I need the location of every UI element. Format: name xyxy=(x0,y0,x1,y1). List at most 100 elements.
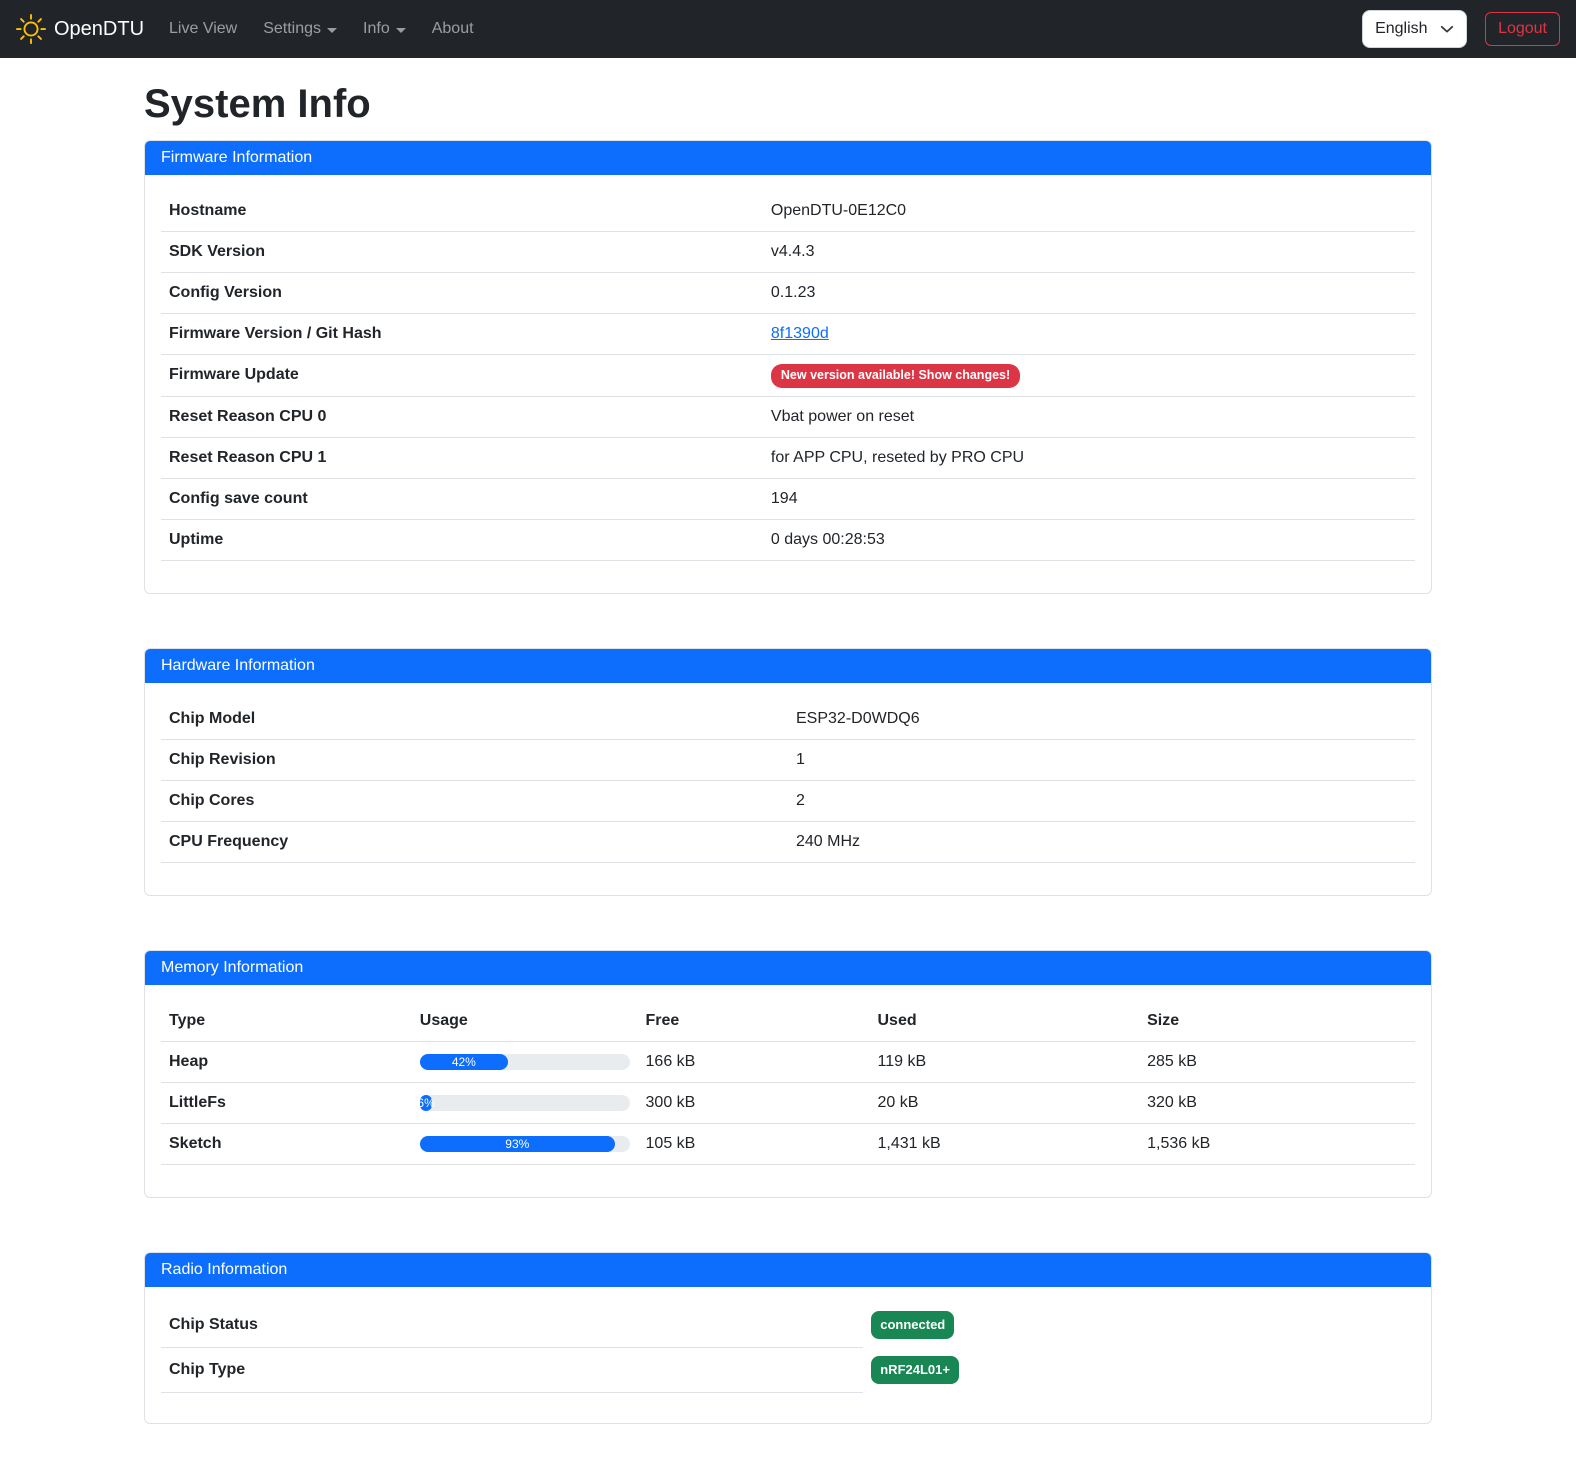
logout-button[interactable]: Logout xyxy=(1485,12,1560,46)
row-label: Sketch xyxy=(161,1123,412,1165)
firmware-information-card: Firmware Information Hostname OpenDTU-0E… xyxy=(144,140,1432,594)
table-row-littlefs: LittleFs 6% 300 kB 20 kB 320 kB xyxy=(161,1082,1415,1124)
nav-links: Live View Settings Info About xyxy=(156,12,487,46)
radio-information-card: Radio Information Chip Status connected … xyxy=(144,1251,1432,1424)
row-value: 0.1.23 xyxy=(762,272,1415,314)
used-value: 20 kB xyxy=(869,1082,1140,1124)
radio-table: Chip Status connected Chip Type nRF24L01… xyxy=(161,1302,1415,1393)
table-row-git-hash: Firmware Version / Git Hash 8f1390d xyxy=(161,313,1415,355)
row-label: Config Version xyxy=(161,272,763,314)
brand-link[interactable]: OpenDTU xyxy=(16,14,144,44)
page-title: System Info xyxy=(144,82,371,126)
nav-item-live-view[interactable]: Live View xyxy=(156,12,250,46)
used-value: 119 kB xyxy=(869,1041,1140,1083)
usage-cell: 93% xyxy=(411,1123,638,1165)
row-label: Chip Model xyxy=(161,698,788,740)
row-value: 240 MHz xyxy=(788,821,1415,863)
table-row-sketch: Sketch 93% 105 kB 1,431 kB 1,536 kB xyxy=(161,1123,1415,1165)
table-row-sdk-version: SDK Version v4.4.3 xyxy=(161,231,1415,273)
column-header-size: Size xyxy=(1139,1000,1415,1042)
row-label: SDK Version xyxy=(161,231,763,273)
card-header-firmware: Firmware Information xyxy=(145,141,1431,175)
row-value: v4.4.3 xyxy=(762,231,1415,273)
row-label: LittleFs xyxy=(161,1082,412,1124)
row-label: Heap xyxy=(161,1041,412,1083)
row-value: ESP32-D0WDQ6 xyxy=(788,698,1415,740)
card-body-memory: Type Usage Free Used Size Heap 42% xyxy=(145,985,1431,1197)
row-value: connected xyxy=(863,1303,1415,1348)
brand-label: OpenDTU xyxy=(54,17,145,40)
table-row-chip-status: Chip Status connected xyxy=(161,1302,1415,1348)
new-version-badge[interactable]: New version available! Show changes! xyxy=(770,364,1021,388)
table-row-chip-model: Chip Model ESP32-D0WDQ6 xyxy=(161,698,1415,740)
firmware-table: Hostname OpenDTU-0E12C0 SDK Version v4.4… xyxy=(161,191,1415,561)
row-label: Chip Revision xyxy=(161,739,788,781)
language-select[interactable]: English xyxy=(1362,10,1468,48)
row-label: Chip Status xyxy=(161,1302,864,1348)
row-value: 194 xyxy=(762,478,1415,520)
memory-information-card: Memory Information Type Usage Free Used … xyxy=(144,949,1432,1198)
row-value: 0 days 00:28:53 xyxy=(762,519,1415,561)
hardware-table: Chip Model ESP32-D0WDQ6 Chip Revision 1 … xyxy=(161,698,1415,863)
row-label: Config save count xyxy=(161,478,763,520)
heap-usage-progress-fill: 42% xyxy=(419,1053,508,1070)
card-header-radio: Radio Information xyxy=(145,1252,1431,1287)
table-row-cpu-frequency: CPU Frequency 240 MHz xyxy=(161,821,1415,863)
free-value: 300 kB xyxy=(637,1082,870,1124)
size-value: 285 kB xyxy=(1139,1041,1415,1083)
table-row-reset-reason-cpu1: Reset Reason CPU 1 for APP CPU, reseted … xyxy=(161,437,1415,479)
littlefs-usage-progress: 6% xyxy=(417,1094,630,1111)
table-row-uptime: Uptime 0 days 00:28:53 xyxy=(161,519,1415,561)
table-row-chip-revision: Chip Revision 1 xyxy=(161,739,1415,781)
nav-item-label: About xyxy=(431,20,474,37)
card-body-hardware: Chip Model ESP32-D0WDQ6 Chip Revision 1 … xyxy=(145,683,1431,895)
nav-item-label: Info xyxy=(363,20,390,37)
row-label: Chip Type xyxy=(161,1347,864,1393)
card-body-firmware: Hostname OpenDTU-0E12C0 SDK Version v4.4… xyxy=(145,175,1431,593)
memory-table-header-row: Type Usage Free Used Size xyxy=(161,1000,1415,1042)
column-header-usage: Usage xyxy=(411,1000,638,1042)
nav-item-about[interactable]: About xyxy=(419,12,487,46)
table-row-firmware-update: Firmware Update New version available! S… xyxy=(161,354,1415,397)
nav-item-label: Settings xyxy=(263,20,322,37)
row-label: Firmware Version / Git Hash xyxy=(161,313,763,355)
table-row-heap: Heap 42% 166 kB 119 kB 285 kB xyxy=(161,1041,1415,1083)
card-header-memory: Memory Information xyxy=(145,950,1431,985)
chip-type-badge: nRF24L01+ xyxy=(871,1355,959,1384)
table-row-chip-cores: Chip Cores 2 xyxy=(161,780,1415,822)
memory-table: Type Usage Free Used Size Heap 42% xyxy=(161,1000,1415,1165)
sketch-usage-progress: 93% xyxy=(419,1135,630,1152)
row-label: Uptime xyxy=(161,519,763,561)
table-row-config-version: Config Version 0.1.23 xyxy=(161,272,1415,314)
row-label: Hostname xyxy=(161,191,763,232)
row-label: Reset Reason CPU 1 xyxy=(161,437,763,479)
chevron-down-icon xyxy=(327,27,338,33)
main-container: System Info Firmware Information Hostnam… xyxy=(132,58,1444,1464)
row-value: nRF24L01+ xyxy=(863,1347,1415,1392)
littlefs-usage-progress-fill: 6% xyxy=(417,1094,435,1111)
row-value: for APP CPU, reseted by PRO CPU xyxy=(762,437,1415,479)
sun-logo-icon xyxy=(16,14,46,44)
row-label: Firmware Update xyxy=(161,354,763,397)
size-value: 1,536 kB xyxy=(1139,1123,1415,1165)
row-label: Reset Reason CPU 0 xyxy=(161,396,763,438)
git-hash-link[interactable]: 8f1390d xyxy=(770,325,829,342)
nav-item-settings[interactable]: Settings xyxy=(250,12,350,46)
row-value: OpenDTU-0E12C0 xyxy=(762,191,1415,232)
table-row-chip-type: Chip Type nRF24L01+ xyxy=(161,1347,1415,1393)
row-label: Chip Cores xyxy=(161,780,788,822)
sketch-usage-progress-fill: 93% xyxy=(419,1135,615,1152)
hardware-information-card: Hardware Information Chip Model ESP32-D0… xyxy=(144,647,1432,896)
row-value: New version available! Show changes! xyxy=(762,354,1415,397)
free-value: 166 kB xyxy=(637,1041,870,1083)
chevron-down-icon xyxy=(1440,22,1454,36)
card-body-radio: Chip Status connected Chip Type nRF24L01… xyxy=(145,1287,1431,1423)
usage-cell: 6% xyxy=(411,1082,638,1124)
chip-status-badge: connected xyxy=(871,1310,955,1339)
table-row-hostname: Hostname OpenDTU-0E12C0 xyxy=(161,191,1415,232)
row-value: 2 xyxy=(788,780,1415,822)
nav-item-info[interactable]: Info xyxy=(350,12,419,46)
top-navbar: OpenDTU Live View Settings Info About En… xyxy=(0,0,1576,58)
used-value: 1,431 kB xyxy=(869,1123,1140,1165)
table-row-reset-reason-cpu0: Reset Reason CPU 0 Vbat power on reset xyxy=(161,396,1415,438)
